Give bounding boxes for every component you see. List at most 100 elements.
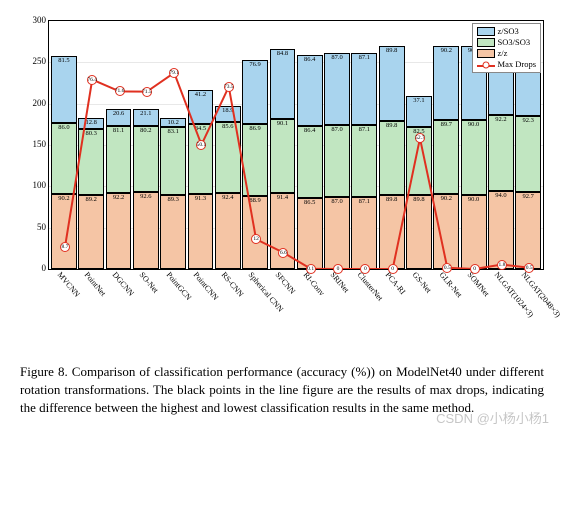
- bar-segment: 91.3: [188, 194, 214, 269]
- plot-area: 81.586.090.2MVCNN12.880.389.2PointNet20.…: [48, 20, 544, 270]
- chart-container: 050100150200250300 81.586.090.2MVCNN12.8…: [20, 15, 544, 355]
- bar-segment: 89.7: [433, 120, 459, 194]
- max-drop-marker: 6.6: [278, 248, 288, 258]
- max-drop-marker: 8.7: [60, 242, 70, 252]
- max-drop-marker: 50.1: [196, 140, 206, 150]
- bar-segment: 80.2: [133, 126, 159, 192]
- bar-segment: 90.1: [270, 119, 296, 193]
- ytick: 0: [20, 263, 46, 273]
- bar-segment: 87.1: [351, 53, 377, 125]
- bar-group: 87.187.187.1ClusterNet: [351, 21, 377, 269]
- x-axis-label: GS-Net: [411, 270, 434, 295]
- bar-segment: 94.0: [488, 191, 514, 269]
- bar-segment: 86.4: [297, 55, 323, 126]
- bar-segment: 87.0: [324, 197, 350, 269]
- max-drop-marker: 12: [251, 234, 261, 244]
- bar-group: 84.890.191.4SFCNN: [270, 21, 296, 269]
- bar-segment: 90.2: [51, 194, 77, 269]
- bar-segment: 88.9: [242, 196, 268, 269]
- ytick: 100: [20, 180, 46, 190]
- bar-group: 12.880.389.2PointNet: [78, 21, 104, 269]
- bar-segment: 10.2: [160, 118, 186, 126]
- ytick: 50: [20, 222, 46, 232]
- max-drop-marker: 71.6: [115, 86, 125, 96]
- bar-group: 86.486.486.5RI-Conv: [297, 21, 323, 269]
- bar-segment: 90.2: [433, 46, 459, 121]
- bar-group: 89.889.889.8PCA-RI: [379, 21, 405, 269]
- bar-segment: 81.1: [106, 126, 132, 193]
- x-axis-label: SO-Net: [137, 270, 160, 295]
- bar-group: 87.087.087.0SRINet: [324, 21, 350, 269]
- bar-segment: 92.7: [515, 192, 541, 269]
- bar-segment: 86.4: [297, 126, 323, 197]
- bar-segment: 90.2: [433, 194, 459, 269]
- bar-segment: 37.1: [406, 96, 432, 127]
- x-axis-label: PCA-RI: [383, 270, 407, 296]
- max-drop-marker: 52.7: [415, 133, 425, 143]
- bar-group: 81.586.090.2MVCNN: [51, 21, 77, 269]
- legend-item-so3-so3: SO3/SO3: [477, 37, 536, 48]
- max-drop-marker: 0: [360, 264, 370, 274]
- bar-segment: 87.1: [351, 197, 377, 269]
- bar-group: 10.283.189.3PointGCN: [160, 21, 186, 269]
- bar-segment: 12.8: [78, 118, 104, 129]
- max-drop-marker: 73.5: [224, 82, 234, 92]
- max-drop-marker: 0.1: [306, 264, 316, 274]
- bar-segment: 86.0: [51, 123, 77, 194]
- bar-group: 20.681.192.2DGCNN: [106, 21, 132, 269]
- max-drop-marker: 1.8: [497, 260, 507, 270]
- bar-segment: 89.8: [406, 195, 432, 269]
- max-drop-marker: 0: [470, 264, 480, 274]
- bar-segment: 80.3: [78, 129, 104, 195]
- bar-segment: 85.6: [215, 122, 241, 193]
- bar-segment: 83.1: [160, 127, 186, 196]
- watermark: CSDN @小杨小杨1: [436, 408, 549, 427]
- bar-segment: 89.8: [379, 195, 405, 269]
- bar-group: 37.182.589.8GS-Net: [406, 21, 432, 269]
- bar-segment: 89.8: [379, 121, 405, 195]
- bar-group: 18.985.692.4RS-CNN: [215, 21, 241, 269]
- legend-item-z-z: z/z: [477, 48, 536, 59]
- max-drop-marker: 0.5: [524, 263, 534, 273]
- bar-segment: 84.5: [188, 124, 214, 194]
- max-drop-marker: 79.1: [169, 68, 179, 78]
- bar-segment: 18.9: [215, 106, 241, 122]
- bar-segment: 41.2: [188, 90, 214, 124]
- legend: z/SO3 SO3/SO3 z/z Max Drops: [472, 23, 541, 73]
- x-axis-label: SFCNN: [274, 270, 297, 296]
- bar-segment: 92.2: [488, 115, 514, 191]
- x-axis-label: RS-CNN: [219, 270, 245, 298]
- ytick: 150: [20, 139, 46, 149]
- bar-segment: 92.2: [106, 193, 132, 269]
- bar-segment: 87.0: [324, 125, 350, 197]
- x-axis-label: PointNet: [83, 270, 108, 298]
- max-drop-marker: 0: [388, 264, 398, 274]
- bar-segment: 92.3: [515, 116, 541, 192]
- max-drop-marker: 76.4: [87, 75, 97, 85]
- ytick: 250: [20, 56, 46, 66]
- x-axis-label: MVCNN: [55, 270, 81, 299]
- bar-segment: 76.9: [242, 60, 268, 124]
- bar-segment: 89.3: [160, 195, 186, 269]
- bar-segment: 89.2: [78, 195, 104, 269]
- bar-segment: 92.6: [133, 192, 159, 269]
- bar-segment: 91.4: [270, 193, 296, 269]
- x-axis-label: GLR-Net: [438, 270, 464, 299]
- x-axis-label: SRINet: [329, 270, 351, 294]
- ytick: 200: [20, 98, 46, 108]
- bar-group: 76.986.988.9Spherical CNN: [242, 21, 268, 269]
- x-axis-label: ClusterNet: [356, 270, 385, 302]
- max-drop-marker: 71.5: [142, 87, 152, 97]
- bar-segment: 87.1: [351, 125, 377, 197]
- bar-segment: 81.5: [51, 56, 77, 123]
- max-drop-marker: 0.5: [442, 263, 452, 273]
- bar-segment: 87.0: [324, 53, 350, 125]
- bar-group: 21.180.292.6SO-Net: [133, 21, 159, 269]
- bar-segment: 90.0: [461, 120, 487, 194]
- bar-segment: 89.8: [379, 46, 405, 120]
- x-axis-label: RI-Conv: [301, 270, 326, 297]
- bars-row: 81.586.090.2MVCNN12.880.389.2PointNet20.…: [51, 21, 541, 269]
- ytick: 300: [20, 15, 46, 25]
- bar-segment: 86.5: [297, 198, 323, 270]
- max-drop-marker: 0: [333, 264, 343, 274]
